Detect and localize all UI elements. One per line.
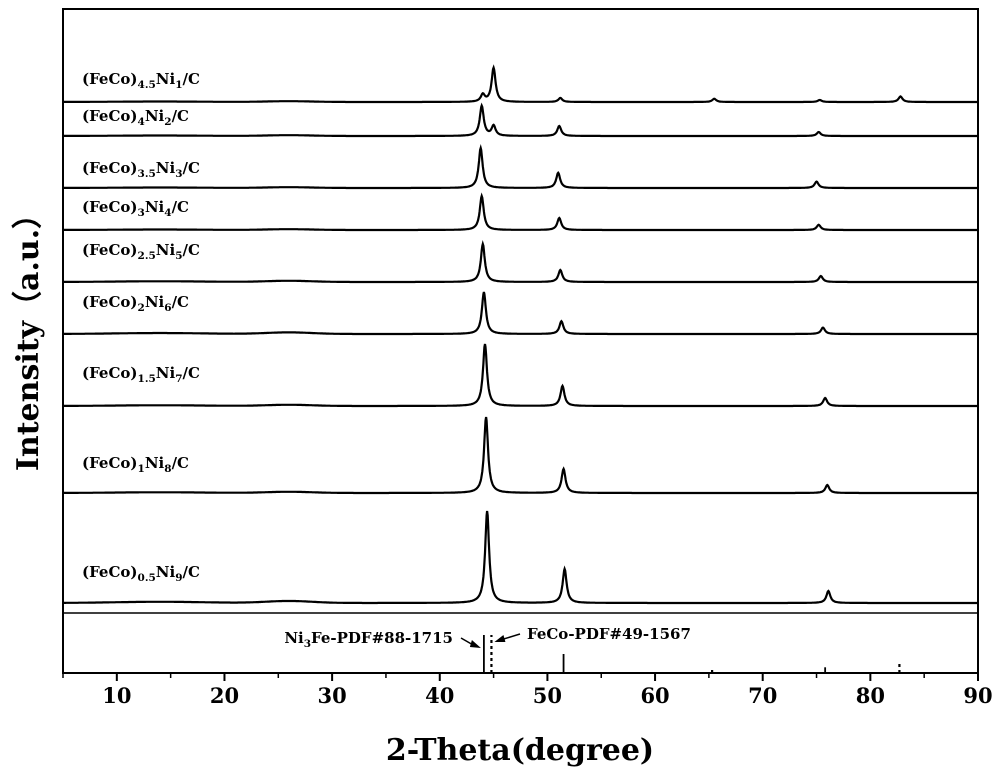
- pattern-label-6-part: 2: [138, 302, 145, 314]
- diffraction-patterns: (FeCo)4.5Ni1/C(FeCo)4Ni2/C(FeCo)3.5Ni3/C…: [63, 68, 978, 603]
- pattern-line-4: [63, 196, 978, 230]
- pattern-label-3-part: 3.5: [138, 168, 156, 180]
- pattern-label-7: (FeCo)1.5Ni7/C: [82, 364, 200, 385]
- pattern-label-6-part: 6: [164, 302, 171, 314]
- pattern-label-2-part: 4: [138, 116, 145, 128]
- pattern-label-6: (FeCo)2Ni6/C: [82, 293, 189, 314]
- pattern-label-4-part: /C: [172, 198, 189, 216]
- pattern-label-9-part: (FeCo): [82, 563, 138, 581]
- pattern-label-3-part: 3: [175, 168, 182, 180]
- pattern-label-8-part: Ni: [145, 454, 165, 472]
- pattern-label-1-part: (FeCo): [82, 70, 138, 88]
- x-tick-label-40: 40: [425, 683, 454, 708]
- x-tick-label-60: 60: [640, 683, 669, 708]
- x-axis: 10 20 30 40 50 60 70 80 90: [63, 673, 993, 708]
- pattern-label-5: (FeCo)2.5Ni5/C: [82, 241, 200, 262]
- x-tick-label-90: 90: [963, 683, 992, 708]
- x-tick-label-50: 50: [533, 683, 562, 708]
- pattern-label-7-part: Ni: [156, 364, 176, 382]
- pattern-label-4: (FeCo)3Ni4/C: [82, 198, 189, 219]
- x-tick-label-20: 20: [210, 683, 239, 708]
- pattern-label-4-part: (FeCo): [82, 198, 138, 216]
- pattern-label-9-part: 0.5: [138, 572, 156, 584]
- reference-arrowhead-1: [470, 640, 481, 648]
- x-tick-label-30: 30: [318, 683, 347, 708]
- pattern-label-5-part: /C: [183, 241, 200, 259]
- pattern-label-5-part: Ni: [156, 241, 176, 259]
- reference-patterns: Ni3Fe-PDF#88-1715 FeCo-PDF#49-1567: [284, 625, 899, 673]
- pattern-label-3: (FeCo)3.5Ni3/C: [82, 159, 200, 180]
- pattern-label-7-part: 1.5: [138, 373, 156, 385]
- reference-label-2: FeCo-PDF#49-1567: [527, 625, 691, 643]
- pattern-label-4-part: 3: [138, 207, 145, 219]
- pattern-label-5-part: 2.5: [138, 250, 156, 262]
- x-tick-label-80: 80: [856, 683, 885, 708]
- pattern-line-8: [63, 417, 978, 493]
- reference-label-2-part: FeCo-PDF#49-1567: [527, 625, 691, 643]
- pattern-label-3-part: /C: [183, 159, 200, 177]
- reference-label-1-part: Fe-PDF#88-1715: [311, 629, 453, 647]
- pattern-line-6: [63, 292, 978, 334]
- pattern-9: (FeCo)0.5Ni9/C: [63, 511, 978, 603]
- reference-label-1: Ni3Fe-PDF#88-1715: [284, 629, 453, 650]
- pattern-line-2: [63, 106, 978, 136]
- pattern-label-1-part: 1: [175, 79, 182, 91]
- pattern-line-7: [63, 344, 978, 406]
- pattern-label-8-part: 8: [164, 463, 171, 475]
- x-tick-label-70: 70: [748, 683, 777, 708]
- pattern-label-6-part: /C: [172, 293, 189, 311]
- reference-label-1-part: Ni: [284, 629, 304, 647]
- pattern-label-2-part: 2: [164, 116, 171, 128]
- pattern-line-9: [63, 511, 978, 603]
- pattern-label-9: (FeCo)0.5Ni9/C: [82, 563, 200, 584]
- pattern-label-3-part: (FeCo): [82, 159, 138, 177]
- pattern-4: (FeCo)3Ni4/C: [63, 196, 978, 230]
- pattern-line-5: [63, 244, 978, 282]
- pattern-label-6-part: Ni: [145, 293, 165, 311]
- pattern-7: (FeCo)1.5Ni7/C: [63, 344, 978, 406]
- y-axis-title: Intensity（a.u.）: [11, 199, 46, 471]
- pattern-label-3-part: Ni: [156, 159, 176, 177]
- pattern-line-1: [63, 68, 978, 102]
- pattern-1: (FeCo)4.5Ni1/C: [63, 68, 978, 102]
- pattern-2: (FeCo)4Ni2/C: [63, 106, 978, 136]
- pattern-label-6-part: (FeCo): [82, 293, 138, 311]
- pattern-label-9-part: /C: [183, 563, 200, 581]
- pattern-label-5-part: (FeCo): [82, 241, 138, 259]
- pattern-label-8-part: 1: [138, 463, 145, 475]
- pattern-label-8: (FeCo)1Ni8/C: [82, 454, 189, 475]
- pattern-label-9-part: 9: [175, 572, 182, 584]
- pattern-label-7-part: 7: [175, 373, 182, 385]
- plot-frame: [63, 9, 978, 673]
- pattern-label-1: (FeCo)4.5Ni1/C: [82, 70, 200, 91]
- reference-arrowhead-2: [494, 635, 505, 642]
- reference-label-1-part: 3: [304, 638, 311, 650]
- pattern-label-2-part: (FeCo): [82, 107, 138, 125]
- pattern-3: (FeCo)3.5Ni3/C: [63, 148, 978, 188]
- pattern-label-2: (FeCo)4Ni2/C: [82, 107, 189, 128]
- pattern-5: (FeCo)2.5Ni5/C: [63, 241, 978, 282]
- pattern-label-8-part: /C: [172, 454, 189, 472]
- pattern-label-7-part: /C: [183, 364, 200, 382]
- pattern-label-8-part: (FeCo): [82, 454, 138, 472]
- pattern-label-9-part: Ni: [156, 563, 176, 581]
- pattern-label-1-part: 4.5: [138, 79, 156, 91]
- pattern-label-4-part: 4: [164, 207, 171, 219]
- x-axis-title: 2-Theta(degree): [386, 733, 654, 768]
- pattern-label-2-part: Ni: [145, 107, 165, 125]
- pattern-label-4-part: Ni: [145, 198, 165, 216]
- pattern-label-2-part: /C: [172, 107, 189, 125]
- pattern-6: (FeCo)2Ni6/C: [63, 292, 978, 334]
- pattern-label-7-part: (FeCo): [82, 364, 138, 382]
- pattern-label-1-part: /C: [183, 70, 200, 88]
- pattern-line-3: [63, 148, 978, 188]
- pattern-8: (FeCo)1Ni8/C: [63, 417, 978, 493]
- pattern-label-5-part: 5: [175, 250, 182, 262]
- pattern-label-1-part: Ni: [156, 70, 176, 88]
- x-tick-label-10: 10: [102, 683, 131, 708]
